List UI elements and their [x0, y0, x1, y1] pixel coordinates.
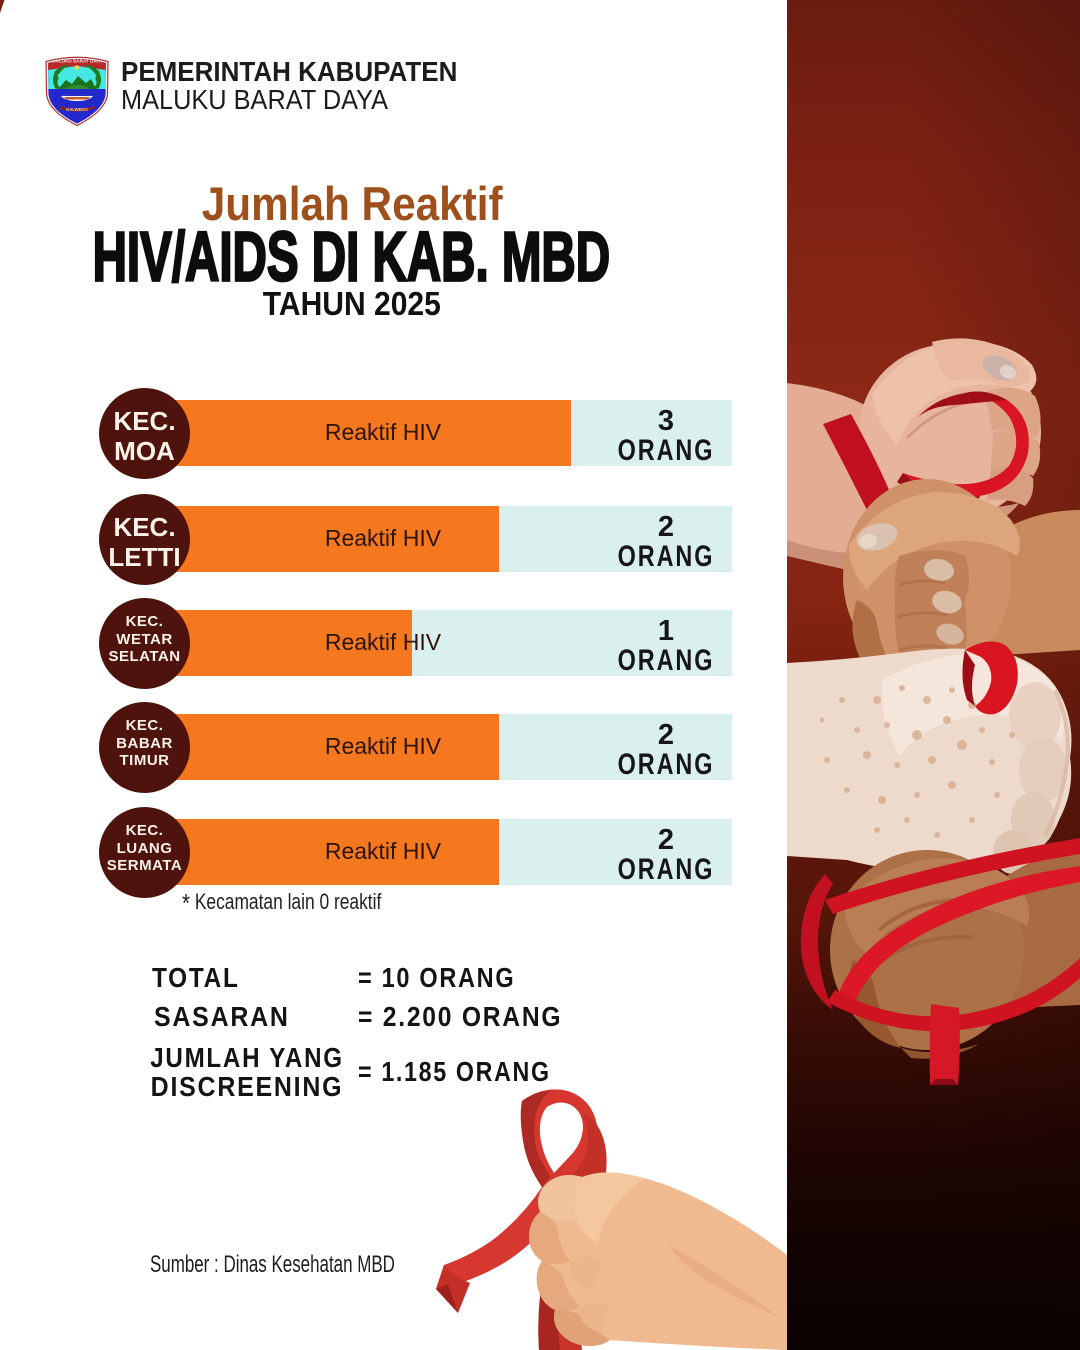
- svg-text:KALWEDO: KALWEDO: [66, 107, 88, 112]
- svg-text:MALUKU BARAT DAYA: MALUKU BARAT DAYA: [52, 59, 103, 64]
